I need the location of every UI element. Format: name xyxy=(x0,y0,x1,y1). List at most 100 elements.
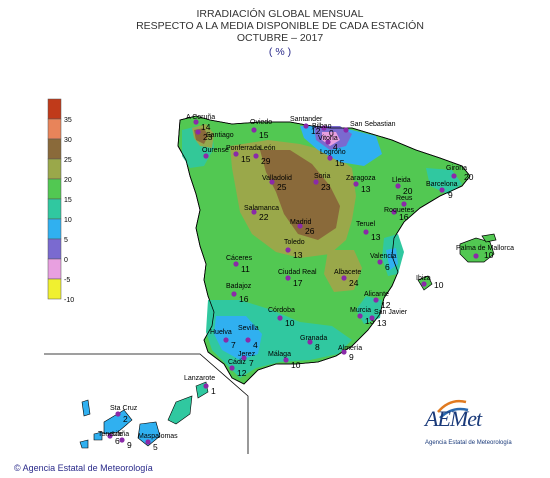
station-value: 1 xyxy=(211,386,216,396)
station-dot xyxy=(341,349,347,355)
station-value: 11 xyxy=(241,264,250,274)
station-name: Albacete xyxy=(334,269,361,276)
island-el-hierro xyxy=(79,439,89,449)
station-marker: Cádiz 12 xyxy=(228,359,247,378)
station-dot xyxy=(245,337,251,343)
station-value: 5 xyxy=(153,442,158,452)
station-name: Zaragoza xyxy=(346,175,376,182)
island-la-palma xyxy=(81,399,91,417)
station-value: 13 xyxy=(371,232,381,242)
station-marker: Teruel 13 xyxy=(356,221,381,242)
legend-swatch-5 xyxy=(47,218,62,240)
station-value: 0 xyxy=(329,128,334,138)
legend-label: 35 xyxy=(64,117,72,124)
station-value: 10 xyxy=(285,318,295,328)
station-value: 10 xyxy=(434,280,444,290)
station-dot xyxy=(327,155,333,161)
station-dot xyxy=(297,223,303,229)
map-title-line1: IRRADIACIÓN GLOBAL MENSUAL xyxy=(196,8,364,20)
station-name: Lleida xyxy=(392,177,411,184)
legend-label: 20 xyxy=(64,177,72,184)
station-marker: Santander 12 xyxy=(290,116,323,136)
station-value: 15 xyxy=(241,154,251,164)
station-dot xyxy=(373,297,379,303)
station-name: Badajoz xyxy=(226,283,252,290)
station-value: 15 xyxy=(259,130,269,140)
station-marker: Valencia 6 xyxy=(370,253,396,272)
station-value: 7 xyxy=(249,358,254,368)
station-marker: Córdoba 10 xyxy=(268,307,295,328)
station-value: 23 xyxy=(321,182,331,192)
station-value: 9 xyxy=(448,190,453,200)
station-value: 2 xyxy=(123,414,128,424)
island-gran-canaria xyxy=(137,421,161,447)
station-name: Palma de Mallorca xyxy=(456,245,514,252)
station-dot xyxy=(233,261,239,267)
station-dot xyxy=(193,119,199,125)
station-dot xyxy=(203,153,209,159)
station-marker: Albacete 24 xyxy=(334,269,361,288)
station-value: 16 xyxy=(239,294,249,304)
legend-label: 0 xyxy=(64,257,68,264)
station-dot xyxy=(343,127,349,133)
legend-swatch-10 xyxy=(47,198,62,220)
station-value: 13 xyxy=(361,184,371,194)
station-marker: León 29 xyxy=(253,145,276,166)
station-dot xyxy=(107,433,113,439)
station-name: Cádiz xyxy=(228,359,246,366)
station-marker: Sta Cruz 2 xyxy=(110,405,138,424)
station-value: 15 xyxy=(335,158,345,168)
station-dot xyxy=(421,281,427,287)
station-marker: Logroño 15 xyxy=(320,149,346,168)
station-dot xyxy=(363,229,369,235)
island-fuerteventura xyxy=(167,395,193,425)
station-marker: Maspalomas 5 xyxy=(138,433,178,452)
station-dot xyxy=(395,183,401,189)
station-name: Lanzarote xyxy=(184,375,215,382)
station-marker: Oviedo 15 xyxy=(250,119,272,140)
station-name: Huelva xyxy=(210,329,232,336)
station-dot xyxy=(341,275,347,281)
legend-label: 5 xyxy=(64,237,68,244)
station-name: Barcelona xyxy=(426,181,458,188)
station-name: Málaga xyxy=(268,351,291,358)
station-name: San Javier xyxy=(374,309,408,316)
zone-southeast-teal xyxy=(356,296,382,324)
station-name: Soria xyxy=(314,173,330,180)
canary-inset-frame xyxy=(44,353,249,454)
station-dot xyxy=(321,125,327,131)
station-name: Santiago xyxy=(206,132,234,139)
station-name: Ibiza xyxy=(416,275,431,282)
station-dot xyxy=(231,291,237,297)
station-dot xyxy=(313,179,319,185)
station-marker: San Sebastian xyxy=(343,121,396,133)
station-value: 16 xyxy=(399,212,409,222)
station-dot xyxy=(391,209,397,215)
station-dot xyxy=(451,173,457,179)
station-dot xyxy=(307,339,313,345)
station-dot xyxy=(401,201,407,207)
station-value: 13 xyxy=(377,318,387,328)
map-title-line2: RESPECTO A LA MEDIA DISPONIBLE DE CADA E… xyxy=(136,20,424,32)
station-dot xyxy=(377,259,383,265)
legend-label: 10 xyxy=(64,217,72,224)
aemet-logo-mark xyxy=(437,399,469,419)
station-dot xyxy=(325,139,331,145)
station-name: San Sebastian xyxy=(350,121,396,128)
station-value: 29 xyxy=(261,156,271,166)
station-dot xyxy=(203,383,209,389)
station-name: A Coruña xyxy=(186,114,215,121)
station-dot xyxy=(473,253,479,259)
station-name: Tenerife xyxy=(98,431,123,438)
station-dot xyxy=(303,123,309,129)
station-value: 10 xyxy=(484,250,494,260)
station-name: Alicante xyxy=(364,291,389,298)
station-dot xyxy=(251,209,257,215)
station-dot xyxy=(145,439,151,445)
